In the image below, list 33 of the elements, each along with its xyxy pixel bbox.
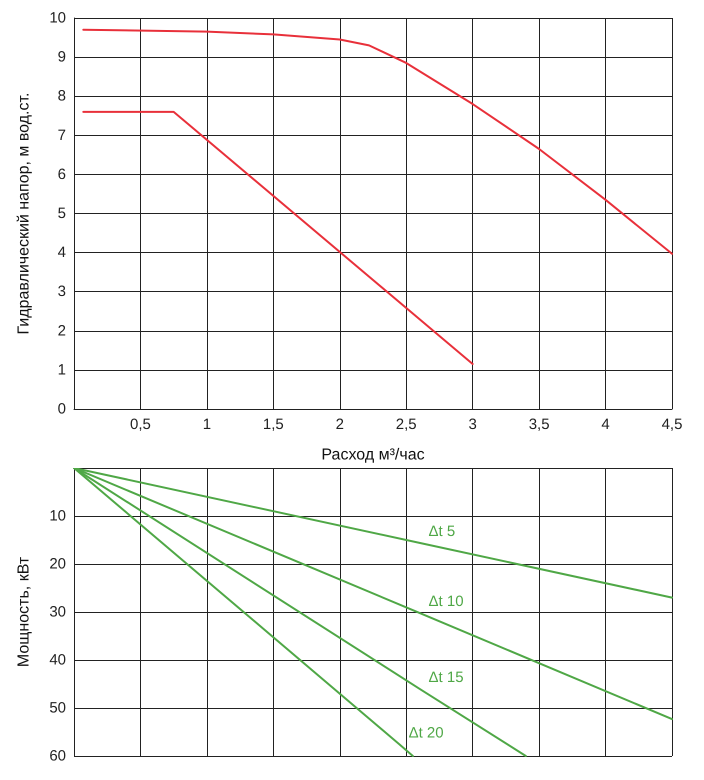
y-tick-label: 5 bbox=[58, 205, 66, 222]
y-tick-label: 7 bbox=[58, 126, 66, 144]
y-tick-label: 3 bbox=[58, 283, 66, 300]
y-tick-label: 4 bbox=[58, 244, 66, 262]
series-label: Δt 15 bbox=[428, 668, 464, 686]
y-tick-label: 30 bbox=[49, 604, 66, 620]
y-tick-label: 40 bbox=[49, 652, 66, 668]
y-tick-label: 50 bbox=[49, 700, 66, 716]
series-label: Δt 20 bbox=[408, 724, 444, 742]
x-tick-label: 0,5 bbox=[130, 416, 151, 433]
x-tick-label: 3,5 bbox=[528, 416, 550, 433]
y-tick-label: 60 bbox=[49, 748, 66, 764]
y-tick-label: 10 bbox=[49, 508, 66, 524]
x-tick-label: 2 bbox=[336, 416, 344, 433]
x-tick-label: 3 bbox=[468, 416, 477, 433]
x-tick-label: 1 bbox=[202, 416, 212, 433]
y-tick-label: 8 bbox=[58, 88, 66, 105]
y-tick-label: 2 bbox=[58, 322, 66, 340]
y-tick-label: 10 bbox=[49, 10, 66, 26]
x-axis-title: Расход м³/час bbox=[321, 446, 425, 464]
y-tick-label: 9 bbox=[58, 48, 66, 66]
y-tick-label: 6 bbox=[58, 166, 66, 183]
y-axis-title: Мощность, кВт bbox=[16, 556, 32, 668]
x-tick-label: 4,5 bbox=[662, 416, 682, 433]
y-tick-label: 20 bbox=[49, 556, 66, 572]
y-axis-title: Гидравлический напор, м вод.ст. bbox=[16, 92, 32, 334]
x-tick-label: 2,5 bbox=[396, 416, 417, 433]
y-tick-label: 0 bbox=[58, 400, 66, 418]
x-tick-label: 4 bbox=[601, 416, 610, 433]
series-label: Δt 10 bbox=[428, 592, 464, 610]
series-label: Δt 5 bbox=[428, 522, 456, 540]
y-tick-label: 1 bbox=[58, 361, 66, 378]
x-tick-label: 1,5 bbox=[262, 416, 284, 433]
